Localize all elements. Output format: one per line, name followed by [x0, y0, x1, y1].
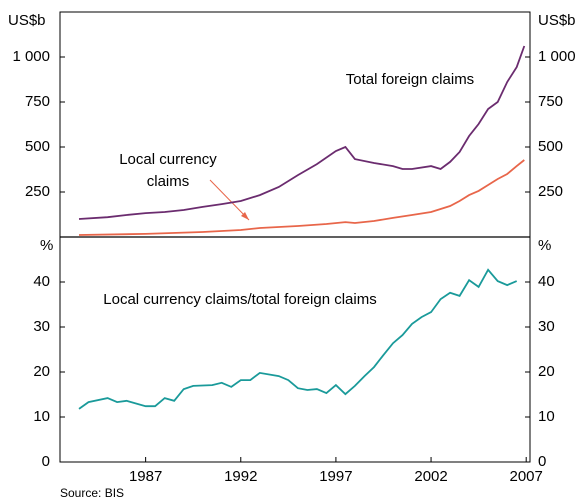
- line-series: [78, 159, 525, 236]
- x-tick-label: 1992: [224, 468, 257, 485]
- y-tick-label-right: 250: [538, 183, 563, 200]
- y-tick-label-right: 1 000: [538, 48, 576, 65]
- y-tick-label-left: 10: [33, 408, 50, 425]
- y-tick-label-left: 20: [33, 363, 50, 380]
- annotation: Local currency claims/total foreign clai…: [103, 291, 376, 308]
- arrow-head: [241, 212, 249, 220]
- y-tick-label-right: 30: [538, 318, 555, 335]
- annotation: Local currency: [119, 151, 217, 168]
- source: Source: BIS: [60, 486, 124, 500]
- x-tick-label: 2002: [414, 468, 447, 485]
- y-tick-label-left: 1 000: [12, 48, 50, 65]
- x-tick-label: 1987: [129, 468, 162, 485]
- y-tick-label-right: 0: [538, 453, 546, 470]
- y-unit-right: US$b: [538, 12, 576, 29]
- y-tick-label-left: 40: [33, 273, 50, 290]
- y-tick-label-left: 30: [33, 318, 50, 335]
- y-tick-label-right: 750: [538, 93, 563, 110]
- y-unit-left: US$b: [8, 12, 46, 29]
- y-unit-left: %: [40, 237, 53, 254]
- x-tick-label: 2007: [510, 468, 543, 485]
- y-tick-label-right: 500: [538, 138, 563, 155]
- x-tick-label: 1997: [319, 468, 352, 485]
- y-tick-label-right: 10: [538, 408, 555, 425]
- annotation-arrow: [209, 179, 250, 221]
- line-series: [78, 268, 518, 410]
- y-unit-right: %: [538, 237, 551, 254]
- y-tick-label-left: 750: [25, 93, 50, 110]
- line-series: [78, 45, 526, 220]
- y-tick-label-left: 500: [25, 138, 50, 155]
- y-tick-label-left: 0: [42, 453, 50, 470]
- annotation: Total foreign claims: [346, 71, 474, 88]
- y-tick-label-right: 20: [538, 363, 555, 380]
- annotation: claims: [147, 173, 190, 190]
- y-tick-label-left: 250: [25, 183, 50, 200]
- y-tick-label-right: 40: [538, 273, 555, 290]
